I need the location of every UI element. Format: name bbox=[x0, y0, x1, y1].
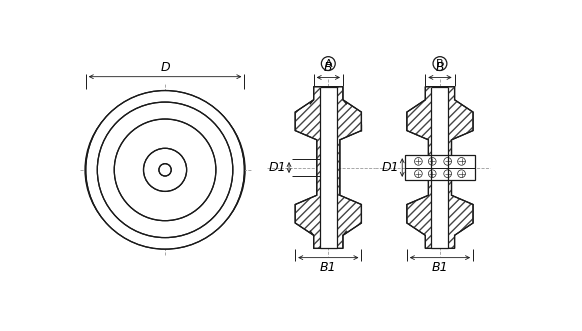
Text: B1: B1 bbox=[432, 261, 448, 274]
Bar bbox=[431, 87, 448, 248]
Ellipse shape bbox=[144, 148, 187, 191]
Ellipse shape bbox=[85, 92, 245, 248]
Text: B1: B1 bbox=[320, 261, 336, 274]
Ellipse shape bbox=[86, 91, 244, 249]
Ellipse shape bbox=[97, 102, 233, 238]
Ellipse shape bbox=[159, 164, 171, 176]
Bar bbox=[405, 167, 474, 180]
Bar bbox=[405, 155, 474, 167]
Text: D: D bbox=[160, 61, 170, 73]
Text: B: B bbox=[436, 59, 443, 69]
Text: B: B bbox=[436, 61, 444, 73]
Text: A: A bbox=[325, 59, 332, 69]
Polygon shape bbox=[295, 87, 361, 248]
Text: D1: D1 bbox=[268, 161, 286, 174]
Ellipse shape bbox=[114, 119, 216, 221]
Text: B: B bbox=[324, 61, 333, 73]
Bar bbox=[320, 87, 337, 248]
Text: D1: D1 bbox=[382, 161, 399, 174]
Polygon shape bbox=[407, 87, 473, 248]
